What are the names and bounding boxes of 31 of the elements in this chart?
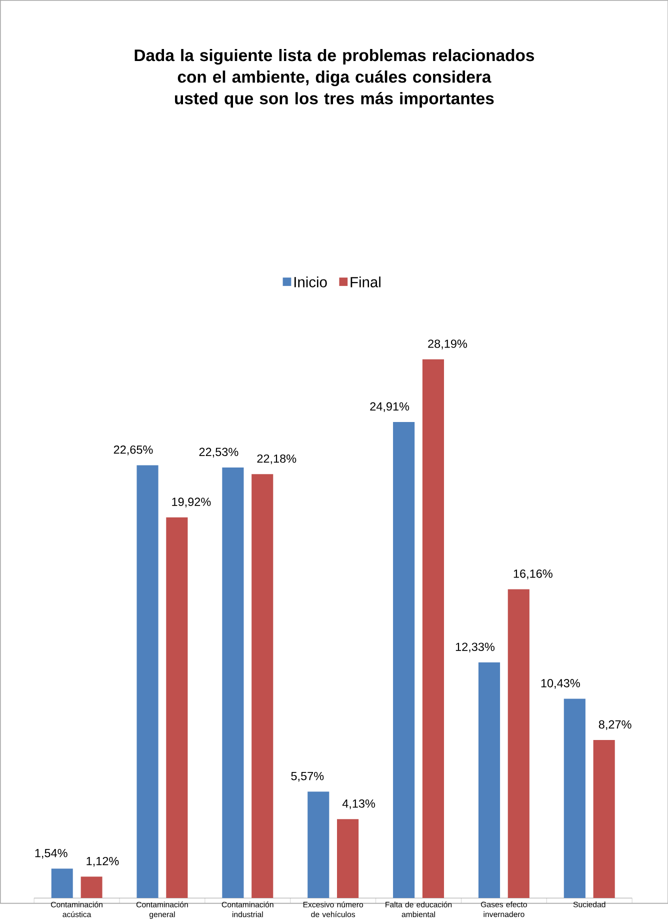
data-label: 28,19%	[428, 340, 467, 350]
bar	[336, 819, 358, 898]
bar	[307, 792, 329, 898]
data-label: 24,91%	[370, 402, 409, 412]
bar	[166, 517, 188, 898]
data-label: 12,33%	[456, 642, 494, 652]
bar	[136, 465, 158, 898]
bar	[251, 474, 273, 898]
data-label: 1,12%	[86, 856, 119, 867]
bar	[564, 698, 586, 898]
bar	[222, 467, 244, 898]
chart-title: Dada la siguiente lista de problemas relacionados con el ambiente, diga cuáles considera usted que son los tres más importantes	[134, 48, 534, 108]
bar	[508, 589, 530, 898]
legend-label: Inicio	[294, 276, 327, 288]
data-label: 5,57%	[290, 772, 324, 782]
bar	[593, 740, 615, 898]
data-label: 22,18%	[257, 454, 296, 464]
bar	[478, 662, 500, 898]
data-label: 22,65%	[114, 445, 153, 456]
data-label: 1,54%	[35, 848, 68, 859]
bar	[51, 868, 73, 898]
bar	[422, 359, 444, 898]
data-label: 4,13%	[342, 799, 375, 810]
data-label: 22,53%	[199, 448, 238, 458]
bar	[392, 422, 414, 898]
data-label: 10,43%	[541, 679, 580, 689]
bar	[80, 876, 102, 898]
data-label: 19,92%	[172, 498, 211, 508]
data-label: 8,27%	[598, 720, 632, 730]
legend-label: Final	[350, 276, 380, 288]
data-label: 16,16%	[514, 570, 552, 580]
